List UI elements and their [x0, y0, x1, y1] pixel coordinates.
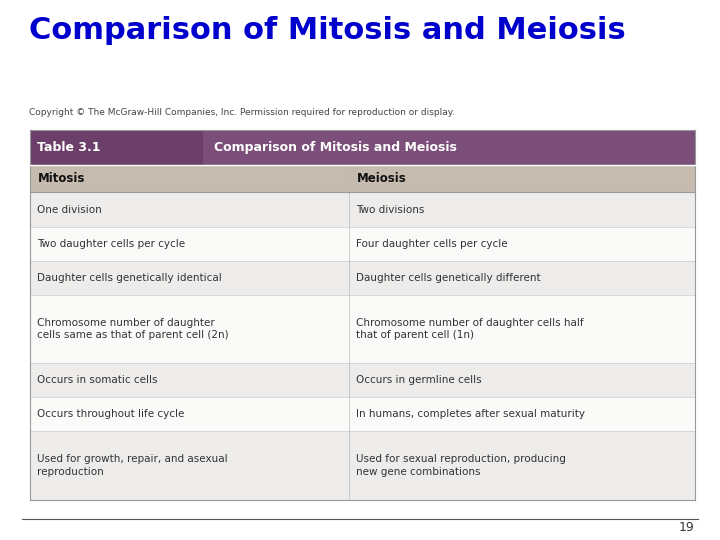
Text: In humans, completes after sexual maturity: In humans, completes after sexual maturi… — [356, 409, 585, 419]
Bar — [30, 261, 695, 295]
Text: Chromosome number of daughter cells half
that of parent cell (1n): Chromosome number of daughter cells half… — [356, 318, 584, 340]
Text: Daughter cells genetically different: Daughter cells genetically different — [356, 273, 541, 283]
Bar — [30, 192, 695, 227]
Text: Comparison of Mitosis and Meiosis: Comparison of Mitosis and Meiosis — [29, 16, 626, 45]
Text: Occurs throughout life cycle: Occurs throughout life cycle — [37, 409, 185, 419]
Text: Two daughter cells per cycle: Two daughter cells per cycle — [37, 239, 186, 248]
Text: Used for growth, repair, and asexual
reproduction: Used for growth, repair, and asexual rep… — [37, 454, 228, 477]
Bar — [30, 130, 203, 165]
Bar — [30, 295, 695, 363]
Bar — [30, 397, 695, 431]
Text: Occurs in somatic cells: Occurs in somatic cells — [37, 375, 158, 385]
Text: Occurs in germline cells: Occurs in germline cells — [356, 375, 482, 385]
Bar — [30, 431, 695, 500]
Text: Used for sexual reproduction, producing
new gene combinations: Used for sexual reproduction, producing … — [356, 454, 567, 477]
Text: Two divisions: Two divisions — [356, 205, 425, 214]
Text: Chromosome number of daughter
cells same as that of parent cell (2n): Chromosome number of daughter cells same… — [37, 318, 229, 340]
Bar — [30, 130, 695, 165]
Bar — [30, 227, 695, 261]
Text: Copyright © The McGraw-Hill Companies, Inc. Permission required for reproduction: Copyright © The McGraw-Hill Companies, I… — [29, 108, 454, 117]
Text: 19: 19 — [679, 521, 695, 534]
Bar — [30, 165, 695, 192]
Bar — [30, 363, 695, 397]
Text: One division: One division — [37, 205, 102, 214]
Text: Daughter cells genetically identical: Daughter cells genetically identical — [37, 273, 222, 283]
Text: Meiosis: Meiosis — [356, 172, 406, 185]
Text: Comparison of Mitosis and Meiosis: Comparison of Mitosis and Meiosis — [214, 141, 456, 154]
Text: Mitosis: Mitosis — [37, 172, 85, 185]
Text: Table 3.1: Table 3.1 — [37, 141, 101, 154]
Text: Four daughter cells per cycle: Four daughter cells per cycle — [356, 239, 508, 248]
